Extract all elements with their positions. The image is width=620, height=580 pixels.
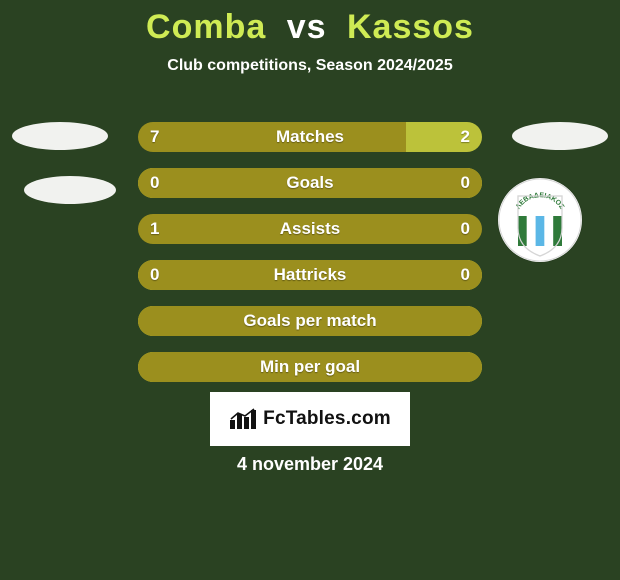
bar-value-left: 1 — [150, 214, 159, 244]
bar-row: Goals00 — [138, 168, 482, 198]
bar-row: Hattricks00 — [138, 260, 482, 290]
bar-seg-left — [138, 306, 482, 336]
bar-seg-right — [406, 122, 482, 152]
comparison-bars: Matches72Goals00Assists10Hattricks00Goal… — [138, 122, 482, 398]
bars-icon — [229, 408, 257, 430]
title-left: Comba — [146, 8, 266, 46]
bar-value-left: 7 — [150, 122, 159, 152]
left-ellipse-1 — [12, 122, 108, 150]
title-right: Kassos — [347, 8, 474, 46]
stage: Comba vs Kassos Club competitions, Seaso… — [0, 0, 620, 580]
bar-value-right: 0 — [461, 214, 470, 244]
bar-seg-left — [138, 214, 482, 244]
fctables-watermark: FcTables.com — [210, 392, 410, 446]
fctables-text: FcTables.com — [263, 408, 391, 430]
bar-row: Goals per match — [138, 306, 482, 336]
subtitle: Club competitions, Season 2024/2025 — [0, 57, 620, 75]
bar-seg-left — [138, 352, 482, 382]
bar-row: Min per goal — [138, 352, 482, 382]
bar-row: Matches72 — [138, 122, 482, 152]
bar-value-right: 2 — [461, 122, 470, 152]
club-badge-svg: ΛΕΒΑΔΕΙΑΚΟΣ — [498, 178, 582, 262]
club-badge: ΛΕΒΑΔΕΙΑΚΟΣ — [498, 178, 582, 262]
bar-seg-left — [138, 168, 482, 198]
bar-value-right: 0 — [461, 260, 470, 290]
bar-value-left: 0 — [150, 168, 159, 198]
bar-seg-left — [138, 260, 482, 290]
date-text: 4 november 2024 — [0, 454, 620, 475]
bar-value-left: 0 — [150, 260, 159, 290]
left-ellipse-2 — [24, 176, 116, 204]
title-vs: vs — [287, 8, 327, 46]
page-title: Comba vs Kassos — [0, 0, 620, 47]
bar-row: Assists10 — [138, 214, 482, 244]
right-ellipse-1 — [512, 122, 608, 150]
bar-value-right: 0 — [461, 168, 470, 198]
bar-seg-left — [138, 122, 406, 152]
